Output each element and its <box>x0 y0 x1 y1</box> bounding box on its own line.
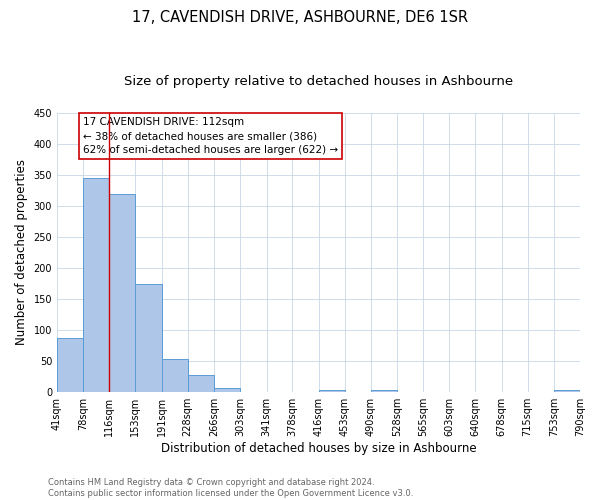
Title: Size of property relative to detached houses in Ashbourne: Size of property relative to detached ho… <box>124 75 513 88</box>
Bar <box>371 390 397 392</box>
Bar <box>83 178 109 392</box>
Bar <box>188 376 214 392</box>
Bar <box>319 390 345 392</box>
Text: 17 CAVENDISH DRIVE: 112sqm
← 38% of detached houses are smaller (386)
62% of sem: 17 CAVENDISH DRIVE: 112sqm ← 38% of deta… <box>83 117 338 155</box>
Bar <box>109 194 135 392</box>
Text: Contains HM Land Registry data © Crown copyright and database right 2024.
Contai: Contains HM Land Registry data © Crown c… <box>48 478 413 498</box>
Bar <box>162 360 188 392</box>
X-axis label: Distribution of detached houses by size in Ashbourne: Distribution of detached houses by size … <box>161 442 476 455</box>
Y-axis label: Number of detached properties: Number of detached properties <box>15 160 28 346</box>
Bar <box>214 388 240 392</box>
Bar <box>57 338 83 392</box>
Bar <box>554 390 580 392</box>
Bar <box>135 284 162 392</box>
Text: 17, CAVENDISH DRIVE, ASHBOURNE, DE6 1SR: 17, CAVENDISH DRIVE, ASHBOURNE, DE6 1SR <box>132 10 468 25</box>
